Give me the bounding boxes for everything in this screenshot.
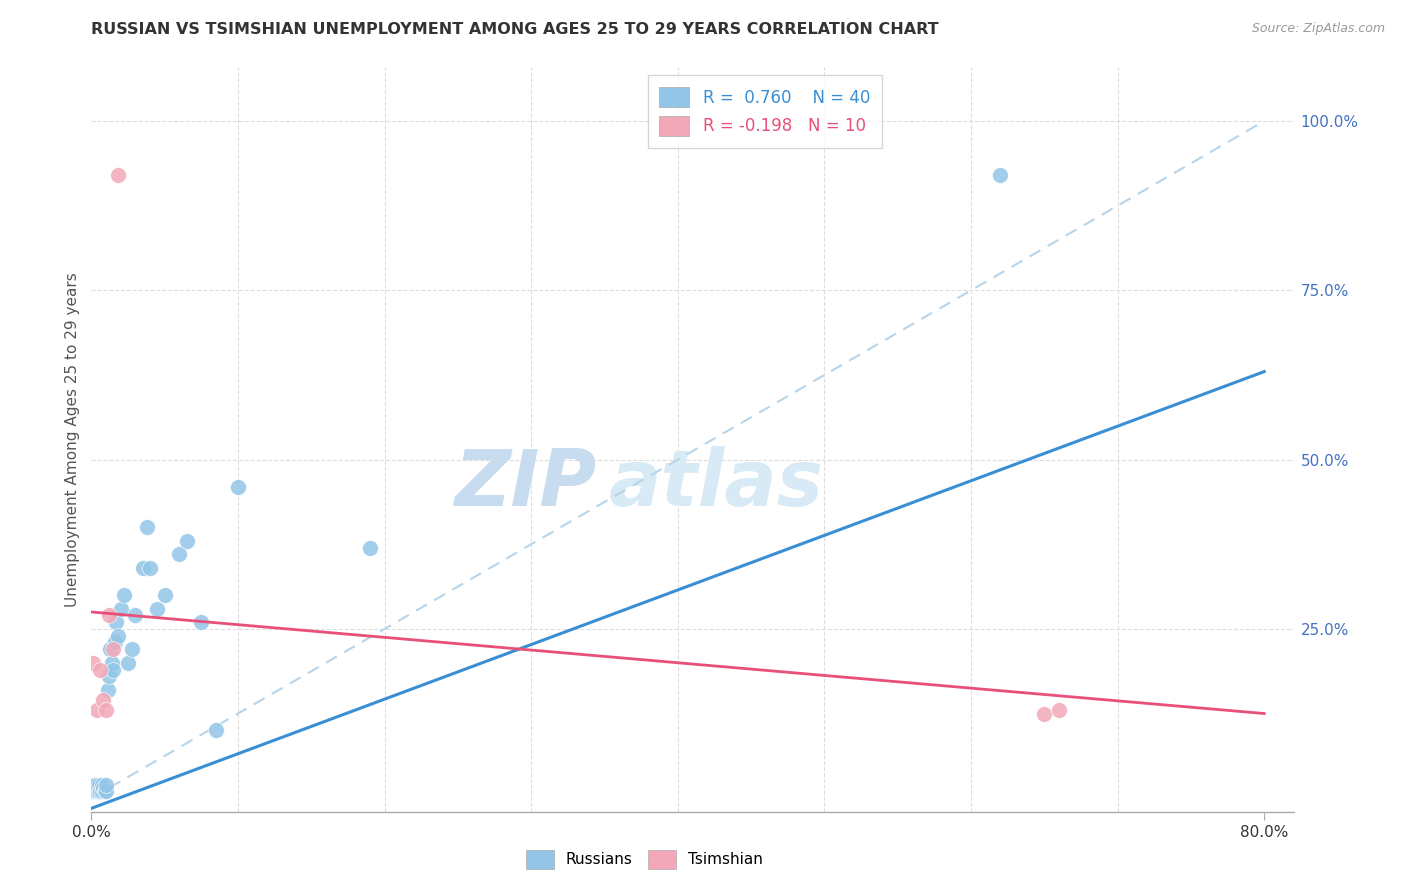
Point: [359, 541, 381, 555]
Point: [131, 561, 153, 575]
Point: [205, 723, 228, 738]
Point: [104, 635, 127, 649]
Point: [121, 642, 143, 657]
Point: [90, 784, 112, 798]
Point: [90, 778, 112, 792]
Point: [153, 588, 176, 602]
Point: [86, 784, 108, 798]
Point: [226, 480, 249, 494]
Point: [94, 703, 117, 717]
Point: [91, 693, 114, 707]
Point: [176, 533, 198, 548]
Point: [103, 663, 125, 677]
Point: [84, 778, 107, 792]
Point: [84, 784, 107, 798]
Text: ZIP: ZIP: [454, 446, 596, 522]
Point: [94, 778, 117, 792]
Point: [110, 601, 132, 615]
Point: [169, 548, 191, 562]
Point: [190, 615, 212, 629]
Point: [1047, 703, 1070, 717]
Point: [86, 703, 108, 717]
Point: [107, 168, 129, 182]
Point: [988, 168, 1011, 182]
Point: [83, 778, 105, 792]
Point: [146, 601, 169, 615]
Point: [1033, 706, 1056, 721]
Legend: R =  0.760    N = 40, R = -0.198   N = 10: R = 0.760 N = 40, R = -0.198 N = 10: [648, 75, 882, 147]
Point: [91, 780, 114, 795]
Text: atlas: atlas: [609, 446, 824, 522]
Point: [83, 784, 105, 798]
Text: RUSSIAN VS TSIMSHIAN UNEMPLOYMENT AMONG AGES 25 TO 29 YEARS CORRELATION CHART: RUSSIAN VS TSIMSHIAN UNEMPLOYMENT AMONG …: [91, 22, 939, 37]
Point: [101, 656, 124, 670]
Point: [124, 608, 146, 623]
Point: [139, 561, 162, 575]
Point: [112, 588, 135, 602]
Point: [103, 642, 125, 657]
Point: [89, 784, 111, 798]
Point: [105, 615, 128, 629]
Y-axis label: Unemployment Among Ages 25 to 29 years: Unemployment Among Ages 25 to 29 years: [65, 272, 80, 607]
Point: [94, 784, 117, 798]
Point: [96, 682, 118, 697]
Point: [82, 656, 104, 670]
Point: [98, 608, 121, 623]
Point: [87, 784, 110, 798]
Point: [117, 656, 139, 670]
Point: [89, 663, 111, 677]
Point: [82, 784, 104, 798]
Point: [87, 778, 110, 792]
Text: Source: ZipAtlas.com: Source: ZipAtlas.com: [1251, 22, 1385, 36]
Point: [107, 629, 129, 643]
Point: [98, 669, 121, 683]
Point: [100, 642, 122, 657]
Point: [136, 520, 159, 534]
Point: [93, 784, 115, 798]
